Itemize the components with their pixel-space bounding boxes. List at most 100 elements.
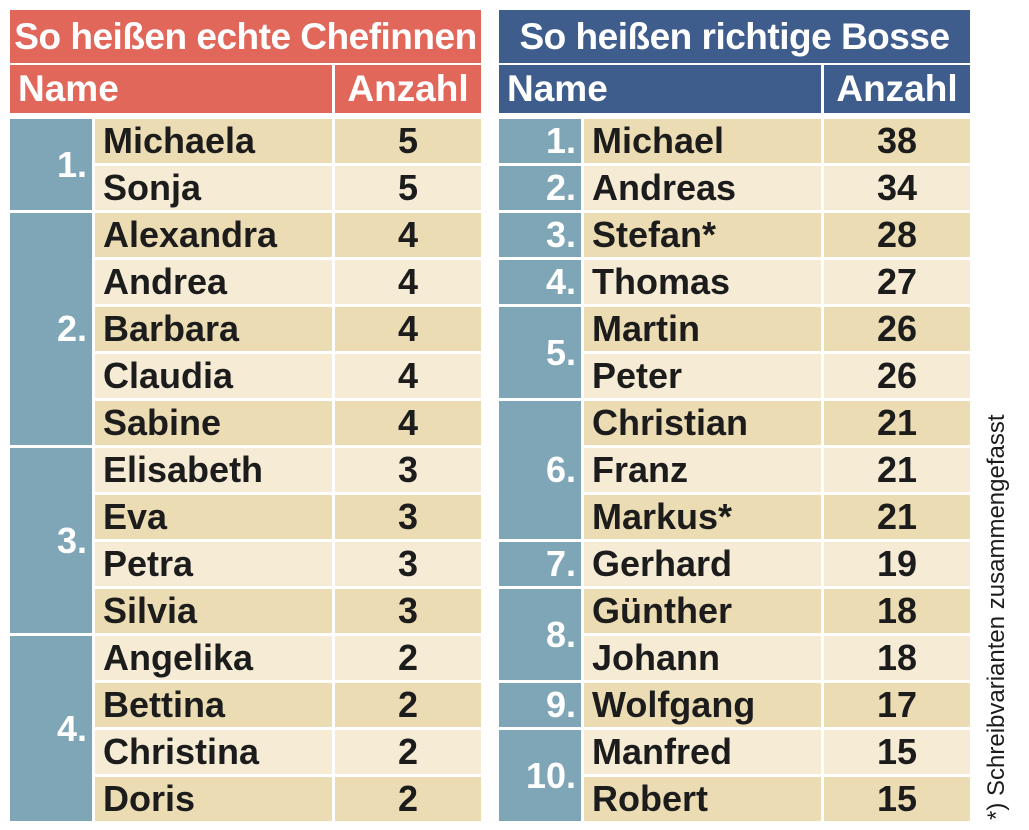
table-row: Günther 18 bbox=[581, 589, 970, 636]
rank-cell: 1. bbox=[10, 119, 92, 213]
name-cell: Thomas bbox=[581, 260, 824, 307]
name-cell: Christian bbox=[581, 401, 824, 448]
name-cell: Doris bbox=[92, 777, 335, 824]
rank-cell: 7. bbox=[499, 542, 581, 589]
name-cell: Manfred bbox=[581, 730, 824, 777]
table-title: So heißen richtige Bosse bbox=[499, 10, 970, 63]
table-row: Wolfgang 17 bbox=[581, 683, 970, 730]
table-row: Markus* 21 bbox=[581, 495, 970, 542]
table-row: Thomas 27 bbox=[581, 260, 970, 307]
count-cell: 34 bbox=[824, 166, 970, 213]
rank-cell: 3. bbox=[499, 213, 581, 260]
name-cell: Johann bbox=[581, 636, 824, 683]
table-row: Claudia 4 bbox=[92, 354, 481, 401]
name-cell: Andreas bbox=[581, 166, 824, 213]
count-cell: 2 bbox=[335, 777, 481, 824]
count-cell: 4 bbox=[335, 260, 481, 307]
name-cell: Stefan* bbox=[581, 213, 824, 260]
count-cell: 3 bbox=[335, 495, 481, 542]
name-cell: Gerhard bbox=[581, 542, 824, 589]
count-cell: 21 bbox=[824, 401, 970, 448]
table-row: Eva 3 bbox=[92, 495, 481, 542]
men-names-table: So heißen richtige Bosse Name Anzahl 1. 2… bbox=[499, 10, 970, 824]
rank-cell: 4. bbox=[499, 260, 581, 307]
table-row: Manfred 15 bbox=[581, 730, 970, 777]
table-row: Sonja 5 bbox=[92, 166, 481, 213]
count-cell: 26 bbox=[824, 354, 970, 401]
table-row: Gerhard 19 bbox=[581, 542, 970, 589]
name-cell: Bettina bbox=[92, 683, 335, 730]
rank-column: 1. 2. 3. 4. 5. 6. 7. 8. 9. 10. bbox=[499, 119, 581, 824]
rank-cell: 6. bbox=[499, 401, 581, 542]
table-row: Andreas 34 bbox=[581, 166, 970, 213]
table-header: Name Anzahl bbox=[499, 65, 970, 113]
table-row: Martin 26 bbox=[581, 307, 970, 354]
table-row: Barbara 4 bbox=[92, 307, 481, 354]
name-cell: Peter bbox=[581, 354, 824, 401]
column-header-name: Name bbox=[499, 65, 824, 113]
name-cell: Claudia bbox=[92, 354, 335, 401]
rank-cell: 8. bbox=[499, 589, 581, 683]
rank-cell: 1. bbox=[499, 119, 581, 166]
footnote: *) Schreibvarianten zusammengefasst bbox=[983, 414, 1010, 820]
rank-cell: 5. bbox=[499, 307, 581, 401]
table-row: Christian 21 bbox=[581, 401, 970, 448]
rank-cell: 9. bbox=[499, 683, 581, 730]
table-row: Alexandra 4 bbox=[92, 213, 481, 260]
table-row: Bettina 2 bbox=[92, 683, 481, 730]
name-cell: Alexandra bbox=[92, 213, 335, 260]
name-cell: Wolfgang bbox=[581, 683, 824, 730]
rows-column: Michaela 5 Sonja 5 Alexandra 4 Andrea 4 Barbara 4… bbox=[92, 119, 481, 824]
table-body: 1. 2. 3. 4. 5. 6. 7. 8. 9. 10. Michael 38 Andreas 34… bbox=[499, 119, 970, 824]
table-row: Michaela 5 bbox=[92, 119, 481, 166]
column-header-count: Anzahl bbox=[824, 65, 970, 113]
name-cell: Andrea bbox=[92, 260, 335, 307]
name-cell: Christina bbox=[92, 730, 335, 777]
count-cell: 3 bbox=[335, 448, 481, 495]
count-cell: 18 bbox=[824, 636, 970, 683]
name-cell: Michael bbox=[581, 119, 824, 166]
count-cell: 4 bbox=[335, 354, 481, 401]
table-body: 1. 2. 3. 4. Michaela 5 Sonja 5 Alexandra 4 Andrea… bbox=[10, 119, 481, 824]
table-row: Johann 18 bbox=[581, 636, 970, 683]
name-cell: Sabine bbox=[92, 401, 335, 448]
rank-cell: 2. bbox=[499, 166, 581, 213]
name-cell: Robert bbox=[581, 777, 824, 824]
count-cell: 15 bbox=[824, 730, 970, 777]
table-row: Angelika 2 bbox=[92, 636, 481, 683]
name-cell: Michaela bbox=[92, 119, 335, 166]
name-cell: Eva bbox=[92, 495, 335, 542]
count-cell: 28 bbox=[824, 213, 970, 260]
count-cell: 2 bbox=[335, 683, 481, 730]
table-row: Franz 21 bbox=[581, 448, 970, 495]
table-row: Doris 2 bbox=[92, 777, 481, 824]
column-header-name: Name bbox=[10, 65, 335, 113]
count-cell: 15 bbox=[824, 777, 970, 824]
count-cell: 27 bbox=[824, 260, 970, 307]
women-names-table: So heißen echte Chefinnen Name Anzahl 1.… bbox=[10, 10, 481, 824]
name-cell: Angelika bbox=[92, 636, 335, 683]
count-cell: 26 bbox=[824, 307, 970, 354]
count-cell: 2 bbox=[335, 636, 481, 683]
count-cell: 4 bbox=[335, 401, 481, 448]
table-row: Silvia 3 bbox=[92, 589, 481, 636]
table-row: Andrea 4 bbox=[92, 260, 481, 307]
table-title: So heißen echte Chefinnen bbox=[10, 10, 481, 63]
count-cell: 18 bbox=[824, 589, 970, 636]
count-cell: 2 bbox=[335, 730, 481, 777]
count-cell: 19 bbox=[824, 542, 970, 589]
name-cell: Elisabeth bbox=[92, 448, 335, 495]
count-cell: 38 bbox=[824, 119, 970, 166]
count-cell: 21 bbox=[824, 448, 970, 495]
count-cell: 4 bbox=[335, 307, 481, 354]
count-cell: 3 bbox=[335, 589, 481, 636]
name-cell: Petra bbox=[92, 542, 335, 589]
count-cell: 17 bbox=[824, 683, 970, 730]
count-cell: 5 bbox=[335, 166, 481, 213]
count-cell: 21 bbox=[824, 495, 970, 542]
count-cell: 4 bbox=[335, 213, 481, 260]
table-row: Robert 15 bbox=[581, 777, 970, 824]
rank-column: 1. 2. 3. 4. bbox=[10, 119, 92, 824]
table-row: Peter 26 bbox=[581, 354, 970, 401]
rank-cell: 2. bbox=[10, 213, 92, 448]
